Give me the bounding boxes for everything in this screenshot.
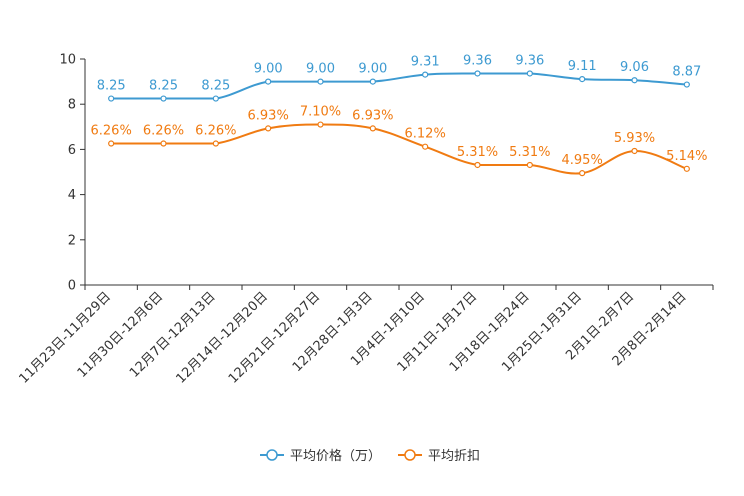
price-point[interactable]	[265, 78, 272, 85]
discount-data-label: 6.12%	[405, 127, 446, 142]
discount-point[interactable]	[631, 147, 638, 155]
price-point[interactable]	[474, 70, 481, 77]
price-point[interactable]	[579, 76, 586, 83]
discount-data-label: 6.26%	[143, 124, 184, 139]
discount-data-label: 5.93%	[614, 131, 655, 146]
discount-point[interactable]	[317, 121, 324, 128]
discount-line	[111, 123, 688, 175]
y-tick-label: 0	[68, 279, 76, 294]
discount-point[interactable]	[212, 140, 219, 147]
price-data-label: 9.36	[515, 53, 544, 68]
x-tick-label: 11月23日-11月29日	[17, 289, 114, 386]
y-tick-label: 4	[68, 188, 76, 203]
discount-data-label: 5.14%	[666, 149, 707, 164]
price-data-label: 9.06	[620, 60, 649, 75]
discount-point[interactable]	[474, 161, 481, 169]
legend: 平均价格（万） 平均折扣	[260, 448, 480, 464]
discount-data-label: 5.31%	[457, 145, 498, 160]
legend-item-discount[interactable]: 平均折扣	[398, 449, 480, 464]
discount-data-label: 6.26%	[91, 124, 132, 139]
legend-item-price[interactable]: 平均价格（万）	[260, 448, 381, 464]
price-point[interactable]	[160, 95, 167, 102]
y-tick-label: 8	[68, 98, 76, 113]
price-data-label: 9.00	[358, 62, 387, 77]
legend-discount-marker-icon	[404, 449, 416, 461]
price-data-label: 8.25	[149, 79, 178, 94]
discount-point[interactable]	[160, 140, 167, 147]
price-data-label: 9.00	[306, 62, 335, 77]
discount-point[interactable]	[422, 143, 429, 150]
price-point[interactable]	[631, 77, 638, 84]
legend-price-label: 平均价格（万）	[290, 448, 381, 464]
y-tick-label: 2	[68, 233, 76, 248]
y-tick-label: 10	[59, 53, 76, 68]
price-data-label: 8.25	[201, 79, 230, 94]
price-point[interactable]	[317, 78, 324, 85]
price-point[interactable]	[369, 78, 376, 85]
discount-point[interactable]	[579, 170, 586, 177]
discount-data-label: 5.31%	[509, 145, 550, 160]
discount-data-label: 4.95%	[562, 153, 603, 168]
series-lines	[111, 72, 688, 175]
discount-point[interactable]	[369, 125, 376, 132]
discount-data-label: 6.93%	[248, 108, 289, 123]
discount-data-label: 6.26%	[195, 124, 236, 139]
price-data-label: 9.00	[254, 62, 283, 77]
discount-data-label: 7.10%	[300, 105, 341, 120]
legend-discount-label: 平均折扣	[428, 449, 480, 464]
price-data-label: 8.87	[672, 65, 701, 80]
data-labels: 8.25 8.25 8.25 9.00 9.00 9.00 9.31 9.36 9.36 9.11…	[91, 53, 708, 168]
discount-data-label: 6.93%	[352, 108, 393, 123]
discount-point[interactable]	[108, 140, 115, 147]
price-point[interactable]	[526, 70, 533, 77]
y-tick-label: 6	[68, 143, 76, 158]
discount-point[interactable]	[683, 165, 690, 172]
price-point[interactable]	[212, 95, 219, 102]
discount-point[interactable]	[265, 125, 272, 132]
price-line	[111, 72, 687, 100]
price-data-label: 9.36	[463, 53, 492, 68]
axes: 024681011月23日-11月29日11月30日-12月6日12月7日-12…	[17, 53, 714, 387]
x-tick-label: 12月14日-12月20日	[174, 289, 271, 386]
series-points	[108, 70, 690, 177]
price-point[interactable]	[108, 95, 115, 102]
legend-price-marker-icon	[266, 449, 278, 461]
price-point[interactable]	[683, 81, 690, 88]
price-point[interactable]	[422, 71, 429, 78]
price-data-label: 9.31	[411, 55, 440, 70]
price-data-label: 9.11	[568, 59, 597, 74]
discount-point[interactable]	[526, 161, 533, 169]
price-data-label: 8.25	[97, 79, 126, 94]
x-tick-label: 12月21日-12月27日	[226, 289, 323, 386]
